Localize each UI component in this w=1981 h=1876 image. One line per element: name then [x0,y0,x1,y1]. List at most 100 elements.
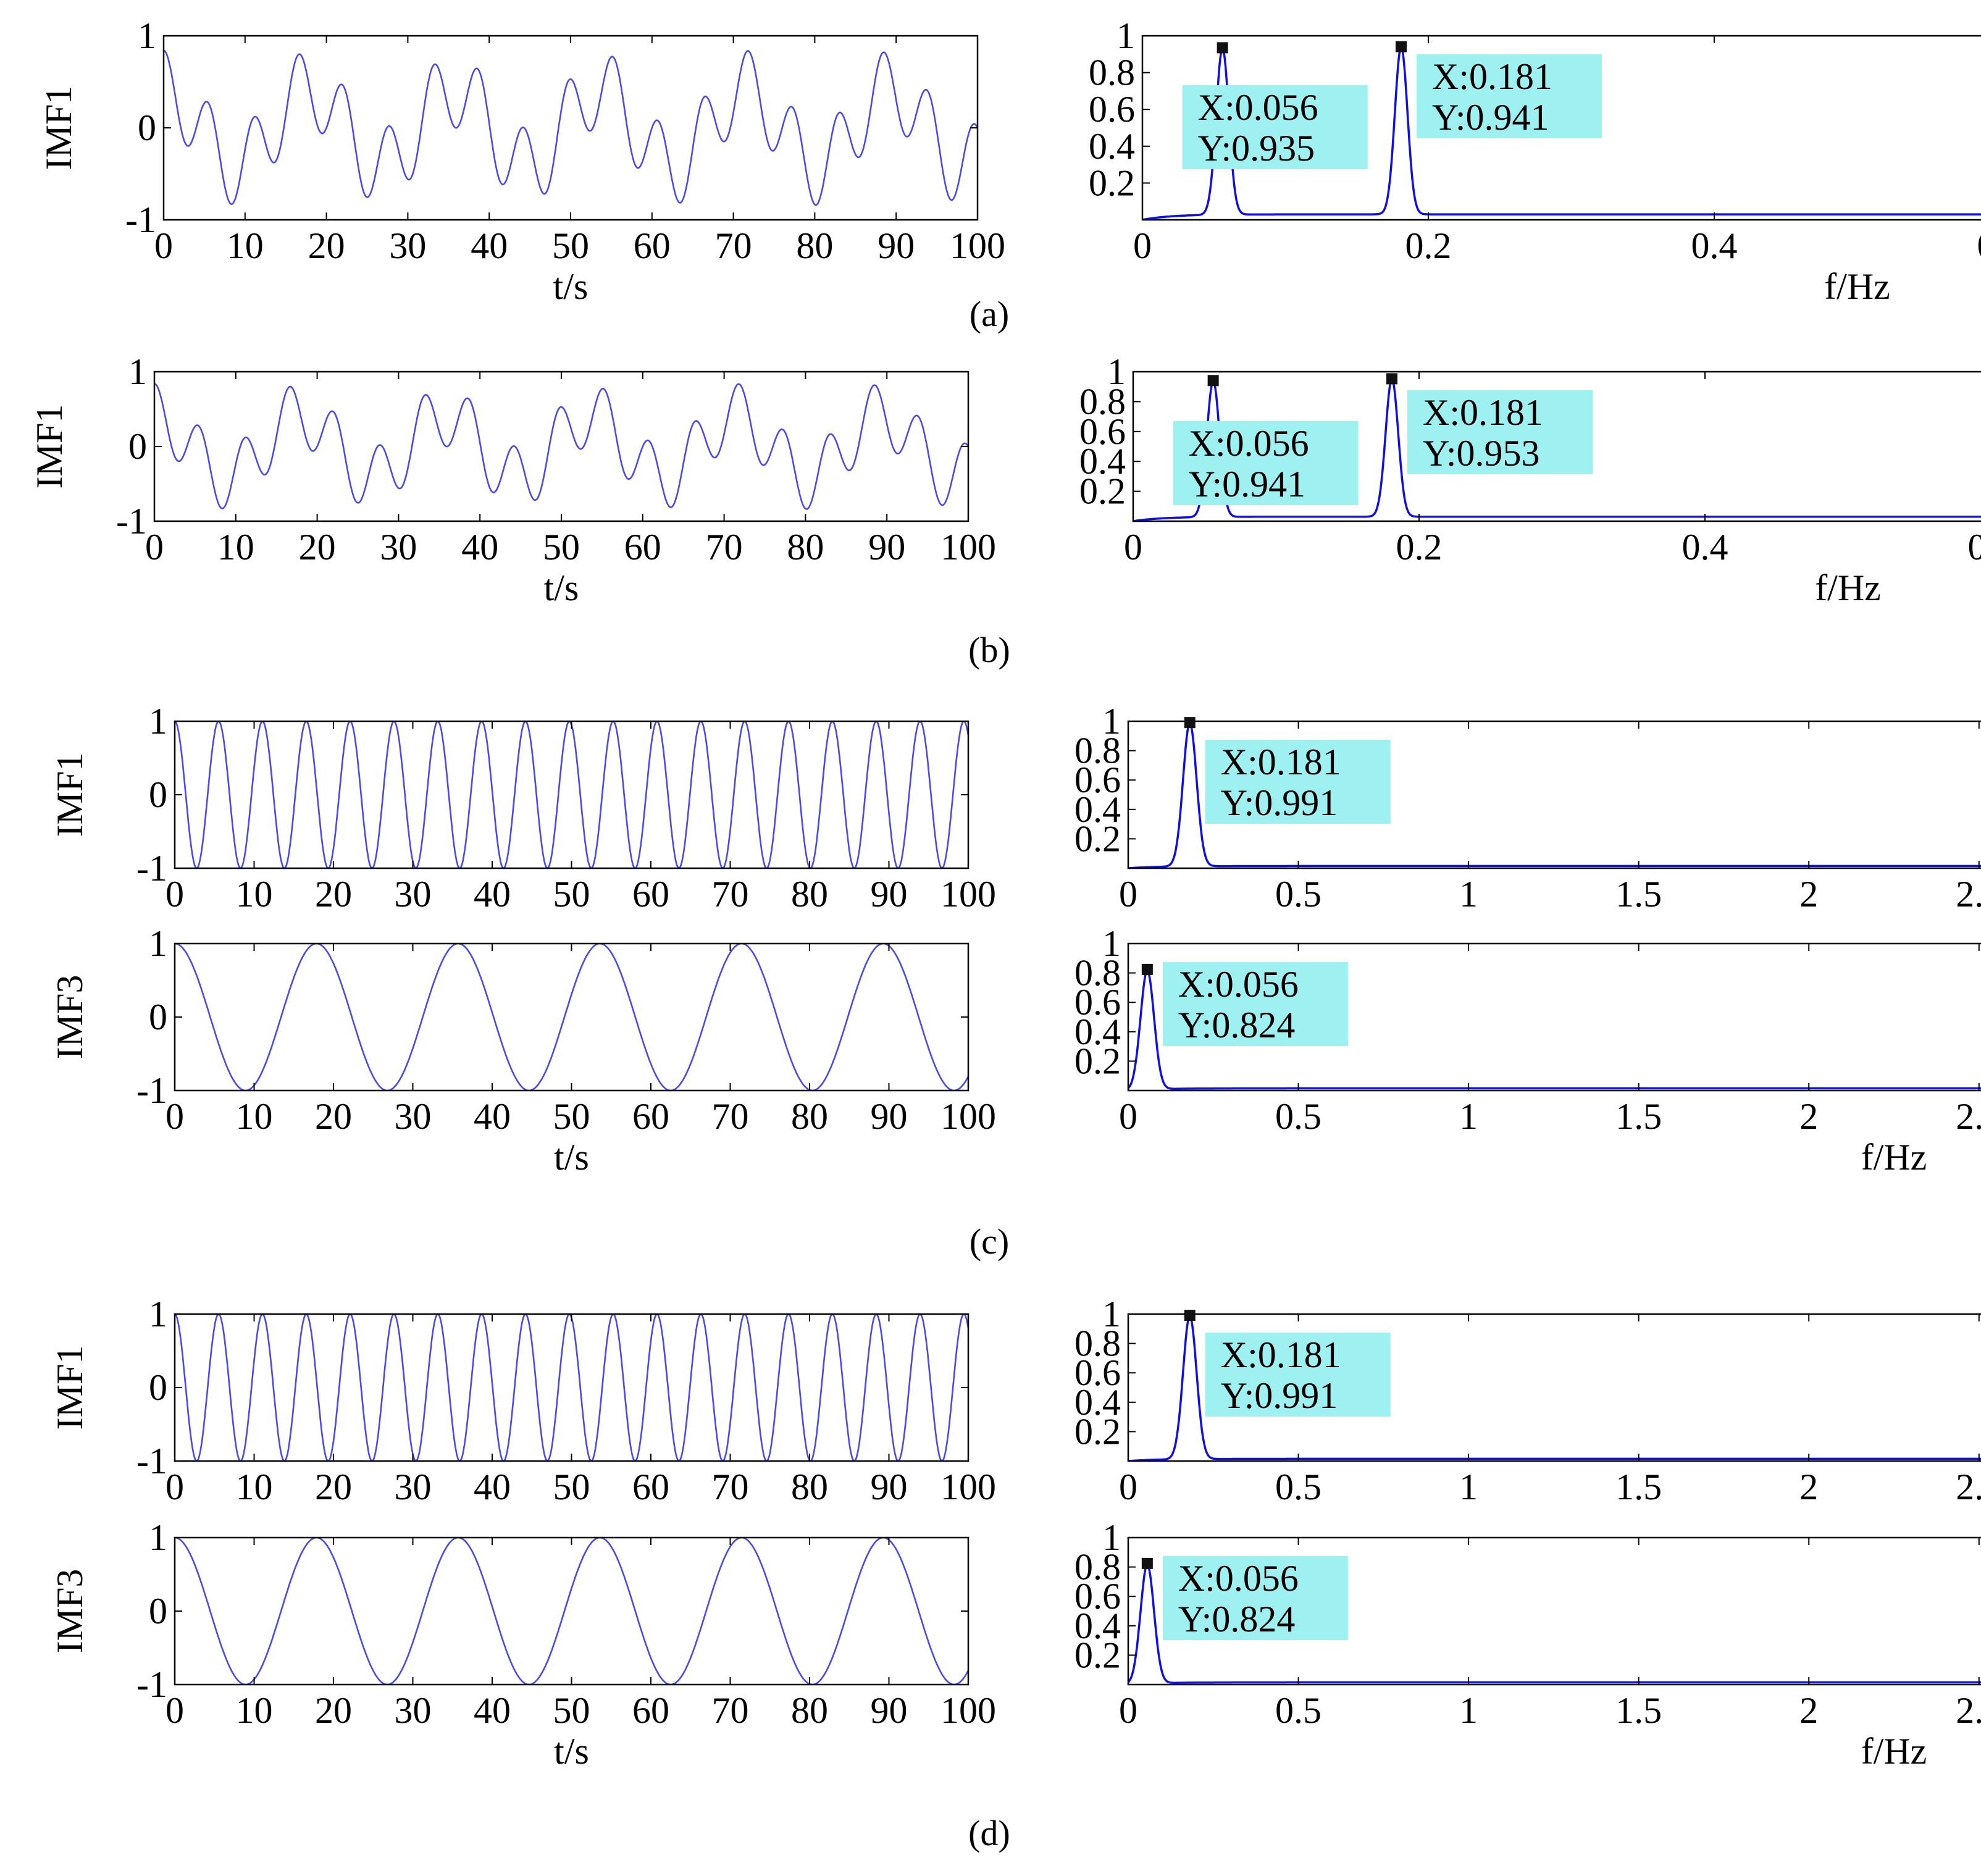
chart-c-freq-imf1: 00.511.522.533.544.510.80.60.40.2X:0.181… [1074,701,1981,915]
series-line [1128,721,1981,868]
x-tick-label: 60 [632,874,669,915]
y-tick-label: 1 [138,15,156,56]
x-tick-label: 80 [787,527,824,567]
x-tick-label: 60 [632,1690,669,1731]
plot-frame [1132,371,1981,522]
x-tick-label: 30 [395,874,432,915]
series-line [164,49,978,206]
y-tick-label: 0.4 [1079,441,1126,482]
y-axis-label: IMF3 [49,975,90,1060]
x-tick-label: 10 [236,1690,273,1731]
x-tick-label: 30 [389,225,426,266]
x-tick-label: 0.5 [1275,1690,1321,1731]
x-tick-label: 1.5 [1615,1690,1662,1731]
datatip-box [1173,421,1359,505]
datatip-marker [1184,1310,1196,1321]
y-tick-label: -1 [136,848,167,889]
x-tick-label: 0.5 [1275,1096,1321,1137]
x-tick-label: 40 [474,1690,511,1731]
datatip-x-label: X:0.056 [1178,1558,1299,1599]
y-tick-label: 0.8 [1074,731,1121,771]
datatip-x-label: X:0.181 [1221,742,1341,782]
datatip-box [1205,1333,1391,1417]
x-axis-label: f/Hz [1861,1137,1927,1178]
panel-label-a: (a) [970,294,1009,334]
datatip-y-label: Y:0.941 [1432,97,1549,138]
x-tick-label: 40 [474,1096,511,1137]
x-tick-label: 1 [1459,1690,1478,1731]
x-axis-label: t/s [553,266,588,307]
x-tick-label: 50 [553,1096,590,1137]
x-axis-label: f/Hz [1824,266,1890,307]
series-line [175,1538,968,1685]
series-line [1128,1562,1981,1684]
x-axis-label: t/s [544,567,579,608]
x-tick-label: 0 [165,1096,184,1137]
y-tick-label: -1 [116,501,147,542]
y-tick-label: 1 [149,1294,167,1334]
datatip-marker [1207,375,1219,387]
datatip-marker [1217,42,1228,54]
series-line [1142,45,1981,220]
x-tick-label: 0.4 [1691,225,1738,266]
datatip-x-label: X:0.181 [1221,1334,1341,1375]
plot-frame [1141,35,1981,221]
plot-frame [1127,1313,1981,1462]
x-tick-label: 10 [236,1467,273,1507]
y-tick-label: 0.4 [1074,1011,1121,1052]
x-tick-label: 100 [940,1467,996,1507]
y-tick-label: 1 [149,923,167,964]
datatip-x-label: X:0.181 [1432,56,1552,97]
y-tick-label: -1 [136,1664,167,1705]
datatip-box [1182,85,1368,169]
x-tick-label: 10 [217,527,254,567]
series-line [175,1314,968,1461]
y-tick-label: 0.4 [1089,126,1135,167]
chart-b-freq: 00.20.40.60.8110.80.60.40.2f/HzX:0.056Y:… [1079,351,1981,608]
series-line [1133,377,1981,521]
x-tick-label: 2.5 [1956,1467,1981,1507]
x-tick-label: 20 [315,1467,352,1507]
x-tick-label: 0 [1124,527,1142,567]
plot-frame [1127,942,1981,1092]
x-tick-label: 60 [632,1096,669,1137]
series-line [175,944,968,1091]
datatip-marker [1396,41,1407,52]
y-tick-label: 0.6 [1074,982,1121,1023]
x-tick-label: 0.2 [1405,225,1452,266]
series-line [1128,1314,1981,1461]
x-tick-label: 0 [1119,1096,1137,1137]
x-tick-label: 0 [165,1690,184,1731]
datatip-x-label: X:0.056 [1189,423,1309,464]
chart-a-freq: 00.20.40.60.8110.80.60.40.2f/HzX:0.056Y:… [1089,15,1981,307]
plot-frame [1127,1536,1981,1686]
x-tick-label: 0 [165,874,184,915]
x-tick-label: 70 [715,225,752,266]
x-tick-label: 0 [1133,225,1152,266]
y-tick-label: 1 [1116,15,1135,56]
y-tick-label: 1 [1102,1517,1121,1558]
y-tick-label: 1 [128,351,147,392]
x-axis-label: f/Hz [1861,1731,1927,1772]
x-tick-label: 100 [940,527,996,567]
y-axis-label: IMF1 [29,404,70,489]
x-tick-label: 20 [315,1096,352,1137]
x-tick-label: 60 [634,225,671,266]
x-tick-label: 80 [796,225,833,266]
datatip-x-label: X:0.056 [1198,87,1318,128]
panel-label-b: (b) [968,630,1010,670]
datatip-y-label: Y:0.935 [1198,128,1315,169]
x-tick-label: 100 [940,874,996,915]
x-tick-label: 90 [871,874,908,915]
y-tick-label: 0.6 [1074,1576,1121,1617]
y-tick-label: 0.6 [1074,1352,1121,1393]
x-tick-label: 80 [791,1467,828,1507]
